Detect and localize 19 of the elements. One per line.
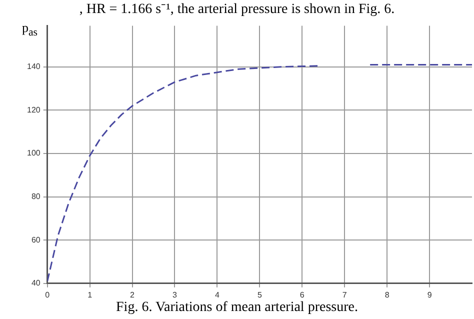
y-axis-title: p$_{as}$: [22, 20, 38, 39]
y-tick-label: 140: [26, 62, 41, 72]
x-tick-label: 0: [45, 290, 50, 300]
y-tick-label: 120: [26, 105, 41, 114]
y-tick-label: 40: [31, 278, 41, 288]
x-tick-label: 7: [342, 290, 348, 300]
caption: Fig. 6. Variations of mean arterial pressure.: [115, 300, 359, 316]
y-tick-label: 100: [26, 148, 41, 158]
x-tick-label: 5: [257, 290, 262, 300]
x-tick-label: 9: [427, 290, 432, 300]
x-tick-label: 1: [88, 290, 93, 300]
x-tick-label: 2: [130, 290, 136, 300]
y-tick-label: 80: [31, 192, 41, 202]
x-tick-label: 6: [300, 290, 305, 300]
x-tick-label: 3: [172, 290, 178, 300]
text: , HR = 1.166 s⁻¹, the arterial pressure is shown in Fig. 6.: [78, 1, 396, 18]
x-tick-label: 4: [214, 290, 220, 300]
y-tick-label: 60: [31, 235, 41, 244]
x-tick-label: 8: [384, 290, 390, 300]
